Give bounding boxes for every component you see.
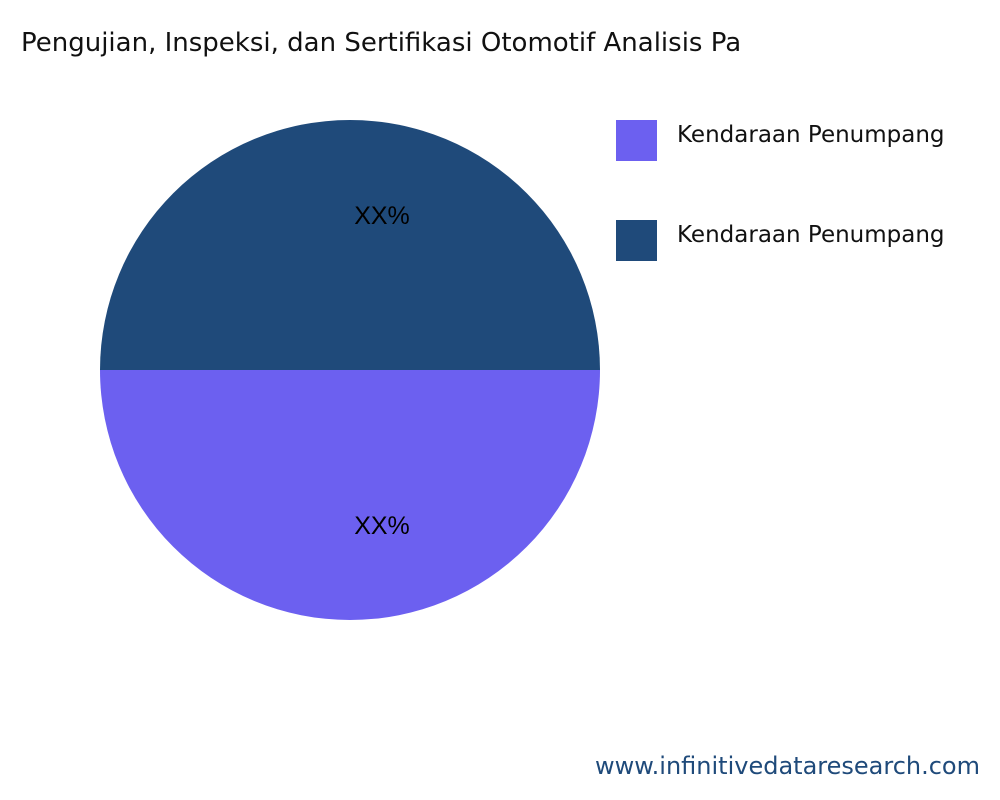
legend-label: Kendaraan Penumpang bbox=[677, 122, 945, 148]
legend-label: Kendaraan Penumpang bbox=[677, 222, 945, 248]
pie-slice bbox=[100, 370, 600, 620]
data-label: XX% bbox=[354, 202, 410, 230]
chart-title: Pengujian, Inspeksi, dan Sertifikasi Oto… bbox=[21, 28, 742, 58]
data-label: XX% bbox=[354, 512, 410, 540]
legend-item: Kendaraan Penumpang bbox=[616, 220, 1000, 265]
legend-swatch bbox=[616, 220, 657, 261]
legend-swatch bbox=[616, 120, 657, 161]
legend-item: Kendaraan Penumpang bbox=[616, 120, 1000, 165]
footer-url[interactable]: www.infinitivedataresearch.com bbox=[594, 752, 980, 780]
pie-slice bbox=[100, 120, 600, 370]
